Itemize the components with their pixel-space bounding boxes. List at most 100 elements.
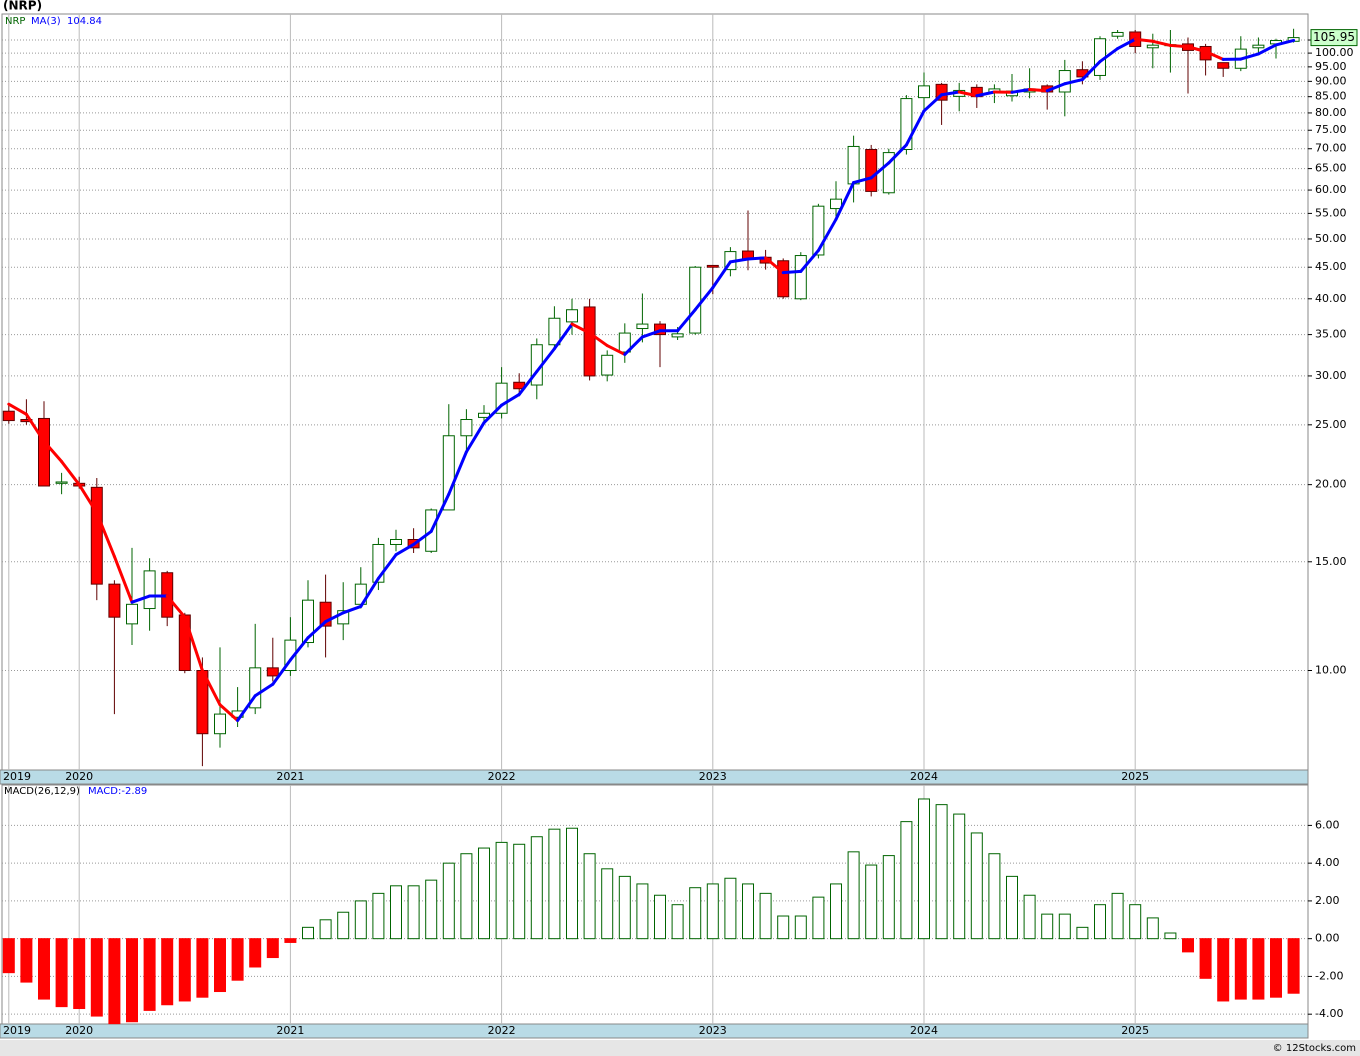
macd-bar <box>830 883 842 940</box>
macd-bar <box>266 938 279 959</box>
y-tick-label: 10.00 <box>1315 664 1347 677</box>
x-tick-label: 2024 <box>910 1024 938 1037</box>
macd-bar <box>1058 913 1071 940</box>
ma-line <box>1204 49 1225 61</box>
footer-bar <box>0 1040 1360 1056</box>
macd-bar <box>742 883 754 940</box>
macd-bar <box>143 938 156 1011</box>
candle-body <box>55 481 68 484</box>
y-tick-label: 95.00 <box>1315 60 1347 73</box>
macd-bar <box>161 938 174 1006</box>
ma-line <box>341 604 363 615</box>
macd-bar <box>372 892 385 940</box>
macd-bar <box>460 853 473 940</box>
y-tick-label: 45.00 <box>1315 260 1347 273</box>
macd-bar <box>1094 904 1106 940</box>
macd-bar <box>1076 926 1089 940</box>
x-tick-label: 2021 <box>276 770 304 783</box>
ma-line <box>676 308 697 333</box>
candle-body <box>900 98 913 151</box>
y-tick-label: 6.00 <box>1315 818 1340 831</box>
candle-body <box>882 152 895 194</box>
macd-bar <box>2 938 15 974</box>
macd-bar <box>900 821 913 940</box>
ma-line <box>77 483 99 515</box>
ma-line <box>764 256 785 275</box>
y-tick-label: 35.00 <box>1315 328 1347 341</box>
ma-line <box>218 703 240 722</box>
ma-line <box>852 176 873 185</box>
candle-body <box>1058 70 1071 93</box>
ma-line <box>482 403 504 425</box>
x-tick-label: 2022 <box>488 770 516 783</box>
ma-line <box>359 576 380 608</box>
y-tick-label: 4.00 <box>1315 856 1340 869</box>
x-tick-label: 2020 <box>65 770 93 783</box>
macd-bar <box>548 828 561 940</box>
candle-body <box>372 543 385 583</box>
x-tick-label: 2022 <box>488 1024 516 1037</box>
ma-line <box>60 460 81 487</box>
macd-bar <box>425 879 438 940</box>
candle-body <box>460 419 473 437</box>
macd-bar <box>970 832 983 940</box>
ma-line <box>165 594 187 619</box>
chart-title: (NRP) <box>3 0 42 13</box>
candle-body <box>38 417 50 487</box>
candle-body <box>1217 62 1230 69</box>
candle-body <box>90 486 103 585</box>
macd-bar <box>108 938 121 1025</box>
candle-body <box>495 382 508 414</box>
ma-line <box>904 109 926 147</box>
candle-body <box>847 145 860 185</box>
macd-bar <box>231 938 244 981</box>
ma-line <box>1168 43 1190 49</box>
macd-bar <box>196 938 209 998</box>
ma-line <box>799 248 820 273</box>
x-tick-label: 2020 <box>65 1024 93 1037</box>
y-tick-label: 70.00 <box>1315 142 1347 155</box>
ma-line <box>623 335 644 356</box>
candle-body <box>777 260 790 298</box>
ma-line <box>1028 88 1049 93</box>
macd-readout: MACD:-2.89 <box>88 786 147 797</box>
ma-line <box>1133 37 1155 43</box>
candle-body <box>830 198 842 210</box>
ma-line <box>447 450 468 496</box>
footer: © 12Stocks.com <box>1273 1043 1356 1054</box>
macd-bar <box>1217 938 1230 1002</box>
macd-bar <box>319 919 332 940</box>
ma-line <box>605 344 627 356</box>
date-strip <box>0 1023 1309 1039</box>
ma-line <box>271 658 292 686</box>
candle-body <box>390 538 402 545</box>
macd-bar <box>1023 894 1036 940</box>
ma-line <box>746 256 768 261</box>
macd-bar <box>689 887 702 940</box>
macd-bar <box>478 847 490 940</box>
ma-line <box>42 439 64 464</box>
candle-body <box>1111 31 1124 37</box>
macd-bar <box>724 877 737 940</box>
macd-bar <box>38 938 50 1000</box>
x-tick-label: 2023 <box>699 1024 727 1037</box>
ma-line <box>1186 45 1208 53</box>
ma-line <box>324 611 345 624</box>
legend-ma: MA(3) <box>31 16 61 27</box>
macd-bar <box>988 853 1001 940</box>
candle-body <box>143 570 156 610</box>
candle-body <box>566 309 578 323</box>
macd-bar <box>214 938 226 993</box>
macd-bar <box>671 904 684 940</box>
x-tick-label: 2019 <box>3 1024 31 1037</box>
ma-line <box>376 553 398 580</box>
y-tick-label: 65.00 <box>1315 162 1347 175</box>
macd-bar <box>1111 892 1124 940</box>
macd-title: MACD(26,12,9) <box>4 786 80 797</box>
candle-body <box>601 354 614 376</box>
y-tick-label: 90.00 <box>1315 74 1347 87</box>
macd-bar <box>55 938 68 1008</box>
macd-bar <box>249 938 262 968</box>
y-tick-label: 55.00 <box>1315 206 1347 219</box>
